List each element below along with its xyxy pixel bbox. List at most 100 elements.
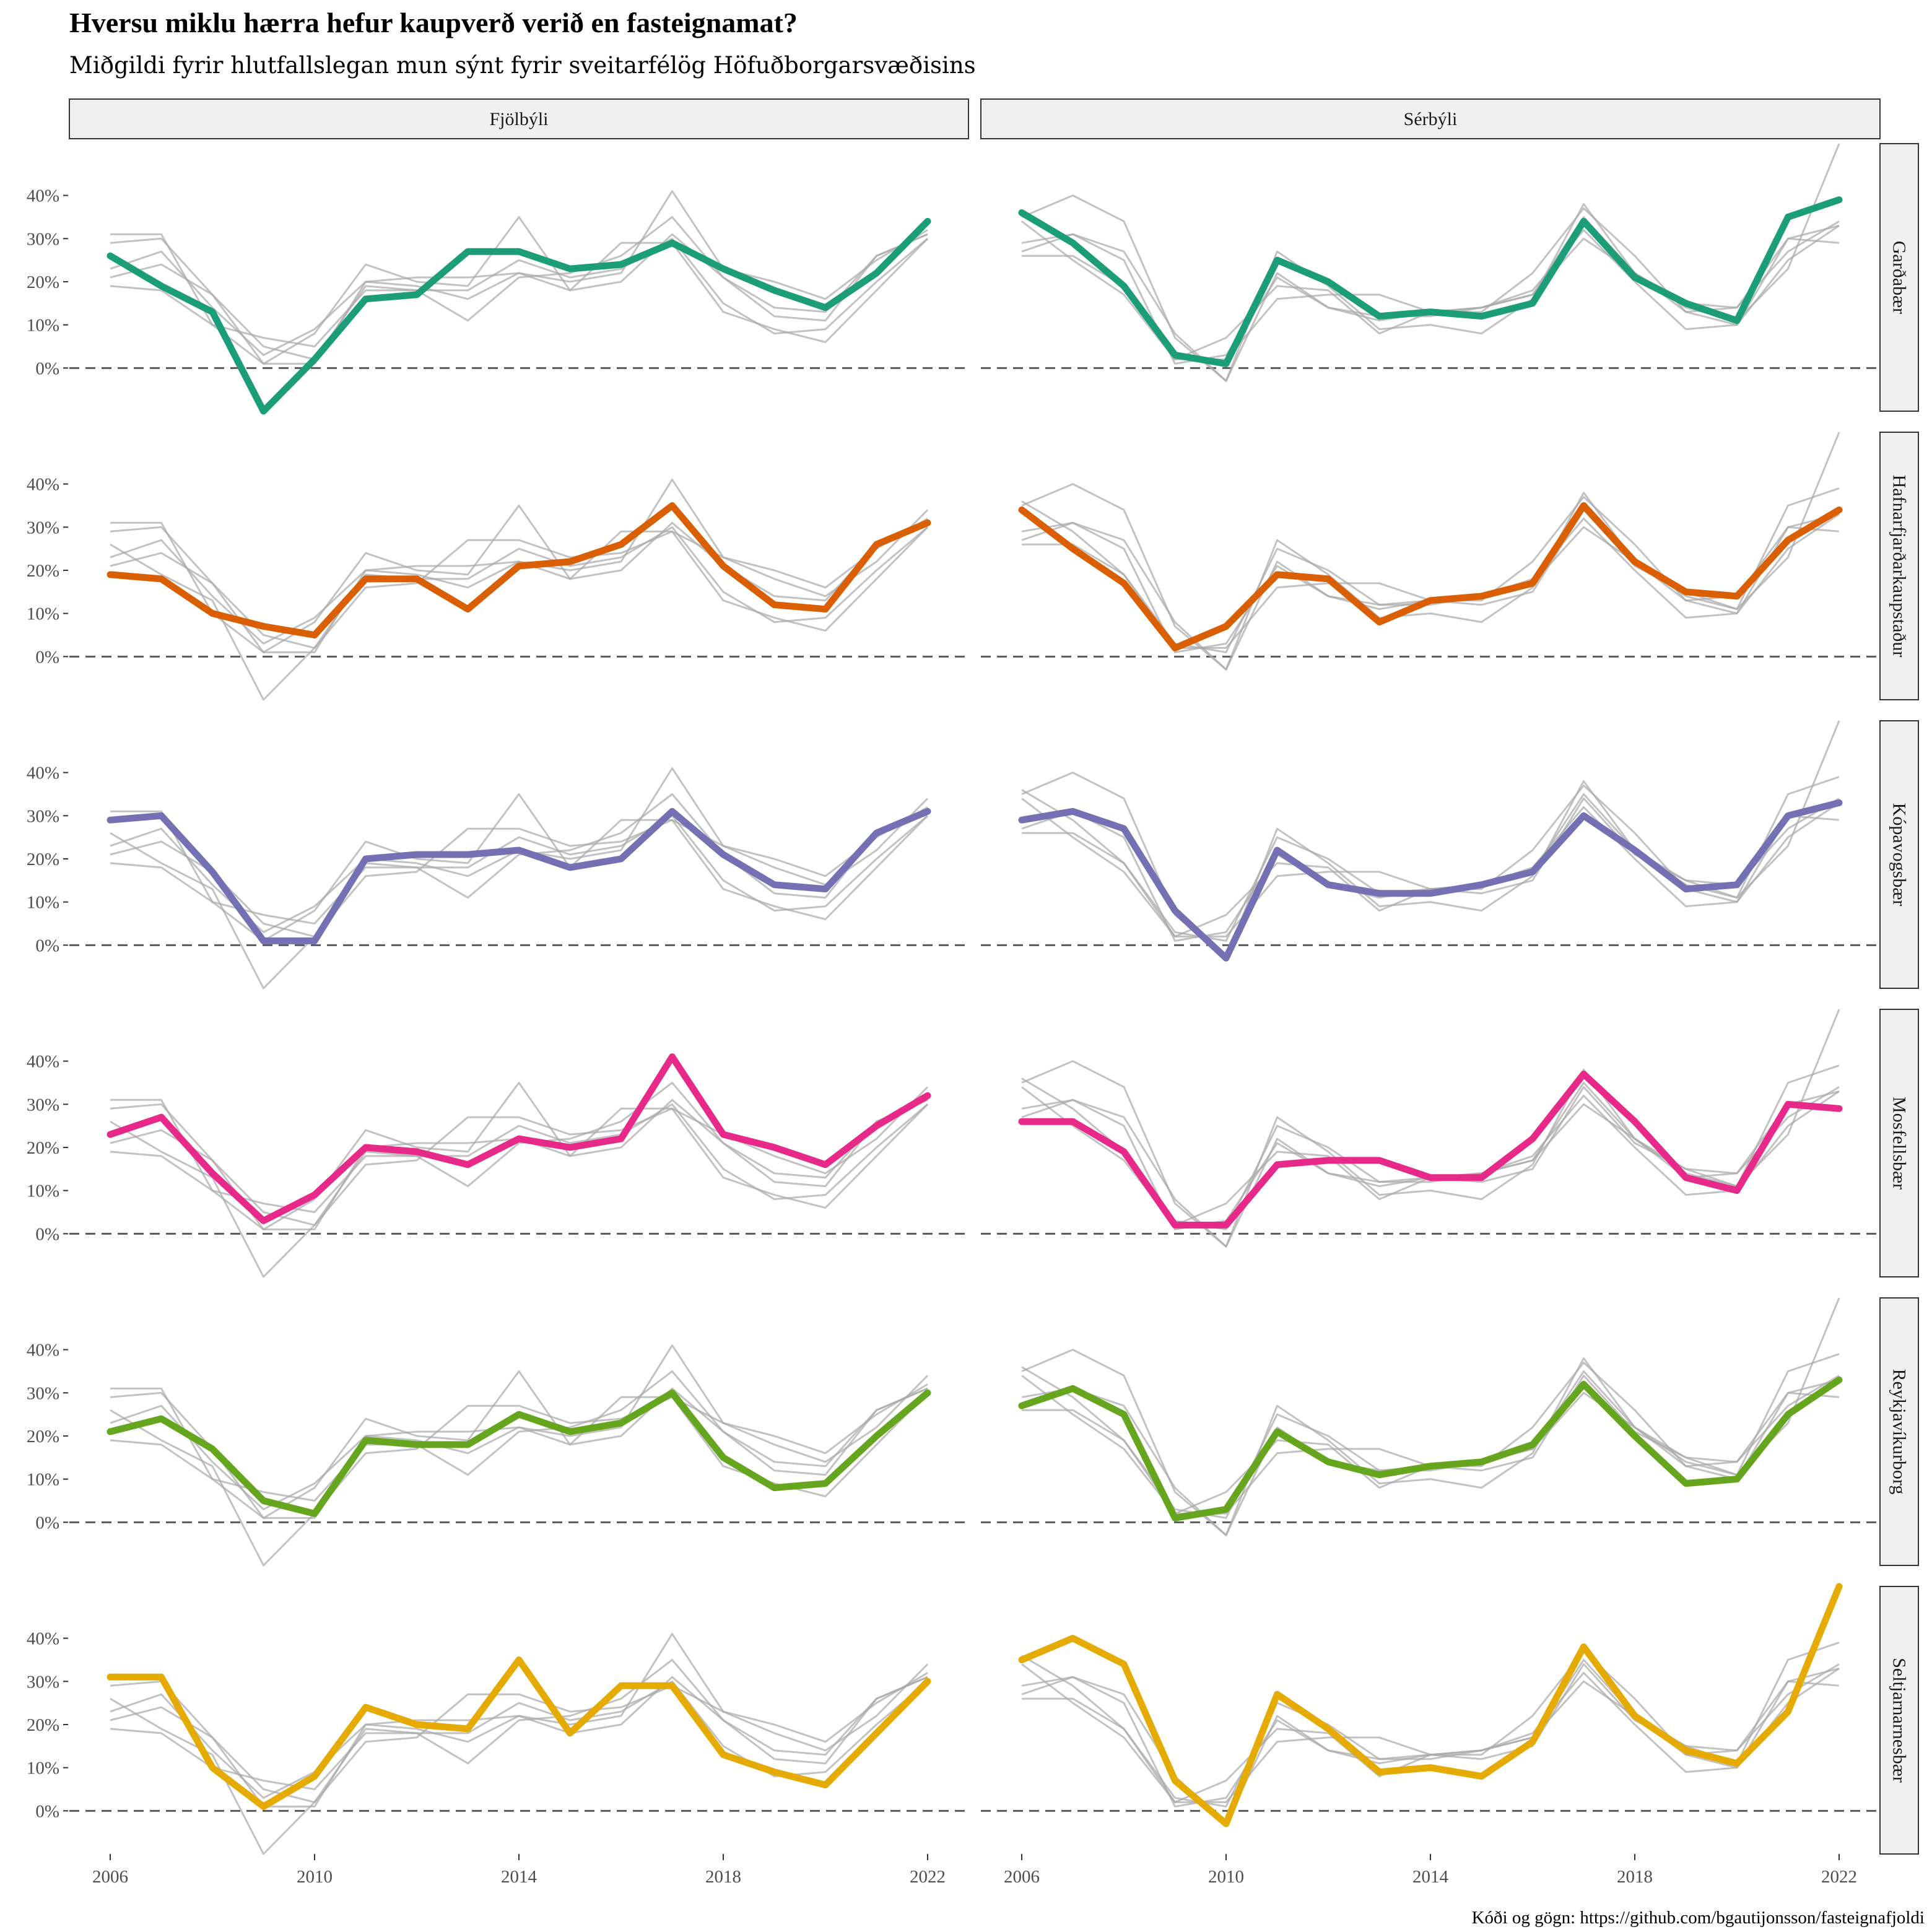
context-line-reykjavikurborg [1021, 802, 1840, 942]
facet-strip-serbyli [980, 98, 1881, 139]
context-line-reykjavikurborg [1021, 1668, 1840, 1808]
x-tick-label: 2006 [1004, 1867, 1040, 1887]
y-tick-label: 20% [27, 1715, 59, 1735]
context-line-kopavogsbaer [1021, 1090, 1840, 1248]
context-line-reykjavikurborg [1021, 225, 1840, 365]
y-tick-label: 20% [27, 272, 59, 292]
context-line-mosfellsbaer [110, 479, 928, 645]
context-line-reykjavikurborg [110, 237, 928, 360]
series-line-gardabaer [107, 217, 931, 415]
context-line-gardabaer [110, 509, 929, 701]
series-line-hafnarfjardarkaupstadur [1018, 502, 1843, 651]
context-line-gardabaer [110, 1375, 929, 1567]
facet-strip-seltjarnarnesbaer [1879, 1586, 1919, 1855]
panel-serbyli-seltjarnarnesbaer [981, 1583, 1880, 1827]
panel-serbyli-mosfellsbaer [981, 1009, 1880, 1248]
x-tick-label: 2022 [910, 1867, 946, 1887]
y-tick-label: 40% [27, 1629, 59, 1649]
facet-strip-label: Reykjavíkurborg [1889, 1369, 1910, 1495]
facet-strip-label: Garðabær [1889, 241, 1910, 314]
context-line-gardabaer [110, 798, 929, 990]
y-tick-label: 40% [27, 475, 59, 495]
chart-title: Hversu miklu hærra hefur kaupverð verið … [69, 7, 798, 38]
context-line-seltjarnarnesbaer [1021, 1009, 1840, 1248]
series-line-kopavogsbaer [1018, 799, 1843, 962]
context-line-hafnarfjardarkaupstadur [110, 1082, 928, 1213]
context-line-seltjarnarnesbaer [110, 1370, 929, 1519]
panel-serbyli-kopavogsbaer [981, 720, 1880, 962]
facet-strip-kopavogsbaer [1879, 720, 1919, 989]
y-tick-label: 10% [27, 604, 59, 624]
context-line-reykjavikurborg [110, 1103, 928, 1226]
context-line-seltjarnarnesbaer [110, 505, 929, 653]
chart-subtitle: Miðgildi fyrir hlutfallslegan mun sýnt f… [69, 52, 976, 79]
context-line-seltjarnarnesbaer [1021, 1297, 1840, 1536]
context-line-kopavogsbaer [110, 1099, 928, 1230]
panel-fjolbyli-kopavogsbaer [69, 767, 968, 990]
context-line-kopavogsbaer [110, 1387, 928, 1519]
facet-strip-label: Seltjarnarnesbær [1889, 1658, 1910, 1783]
y-tick-label: 10% [27, 893, 59, 913]
series-line-mosfellsbaer [107, 1053, 931, 1224]
context-line-hafnarfjardarkaupstadur [110, 793, 928, 925]
context-line-kopavogsbaer [110, 521, 928, 653]
context-line-hafnarfjardarkaupstadur [110, 1659, 928, 1790]
facet-strip-label: Mosfellsbær [1889, 1097, 1910, 1190]
panel-fjolbyli-hafnarfjardarkaupstadur [69, 479, 968, 701]
y-tick-label: 10% [27, 1470, 59, 1490]
series-line-seltjarnarnesbaer [1018, 1583, 1843, 1827]
context-line-hafnarfjardarkaupstadur [1021, 216, 1840, 360]
y-tick-label: 0% [35, 1224, 59, 1244]
facet-strip-label: Kópavogsbær [1889, 803, 1910, 907]
y-tick-label: 30% [27, 1095, 59, 1115]
facet-strip-label: Fjölbýli [489, 109, 548, 129]
panel-fjolbyli-gardabaer [69, 190, 968, 415]
context-line-gardabaer [1021, 487, 1840, 653]
y-tick-label: 40% [27, 1341, 59, 1360]
context-line-gardabaer [1021, 1642, 1840, 1808]
y-tick-label: 10% [27, 316, 59, 336]
y-tick-label: 30% [27, 229, 59, 249]
y-tick-label: 20% [27, 561, 59, 581]
facet-strip-hafnarfjardarkaupstadur [1879, 432, 1919, 700]
context-line-hafnarfjardarkaupstadur [1021, 1659, 1840, 1803]
series-line-mosfellsbaer [1018, 1071, 1843, 1229]
context-line-mosfellsbaer [110, 1633, 928, 1799]
context-line-gardabaer [1021, 1064, 1840, 1230]
x-tick-label: 2014 [1412, 1867, 1449, 1887]
y-tick-label: 0% [35, 359, 59, 378]
x-tick-label: 2018 [705, 1867, 741, 1887]
series-line-gardabaer [1018, 196, 1843, 367]
x-tick-label: 2010 [297, 1867, 333, 1887]
x-tick-label: 2018 [1617, 1867, 1653, 1887]
y-tick-label: 30% [27, 1672, 59, 1692]
context-line-seltjarnarnesbaer [110, 1082, 929, 1230]
y-tick-label: 30% [27, 1383, 59, 1403]
context-line-mosfellsbaer [110, 190, 928, 356]
context-line-seltjarnarnesbaer [1021, 432, 1840, 671]
y-tick-label: 10% [27, 1181, 59, 1201]
y-tick-label: 20% [27, 1138, 59, 1158]
panel-serbyli-reykjavikurborg [981, 1297, 1880, 1536]
series-line-seltjarnarnesbaer [107, 1656, 931, 1810]
x-tick-label: 2022 [1821, 1867, 1857, 1887]
panel-serbyli-hafnarfjardarkaupstadur [981, 432, 1880, 671]
facet-strip-reykjavikurborg [1879, 1297, 1919, 1566]
y-tick-label: 40% [27, 764, 59, 783]
y-tick-label: 30% [27, 806, 59, 826]
context-line-gardabaer [110, 1663, 929, 1855]
context-line-hafnarfjardarkaupstadur [1021, 1370, 1840, 1515]
context-line-hafnarfjardarkaupstadur [110, 216, 928, 347]
context-line-reykjavikurborg [110, 814, 928, 938]
panel-serbyli-gardabaer [981, 143, 1880, 382]
context-line-reykjavikurborg [1021, 513, 1840, 653]
facet-strip-fjolbyli [69, 98, 969, 139]
context-line-seltjarnarnesbaer [1021, 143, 1840, 382]
x-tick-label: 2006 [92, 1867, 128, 1887]
panel-fjolbyli-reykjavikurborg [69, 1344, 968, 1567]
x-tick-label: 2014 [501, 1867, 537, 1887]
series-line-reykjavikurborg [1018, 1376, 1843, 1521]
series-line-hafnarfjardarkaupstadur [107, 502, 931, 638]
y-tick-label: 40% [27, 1052, 59, 1072]
